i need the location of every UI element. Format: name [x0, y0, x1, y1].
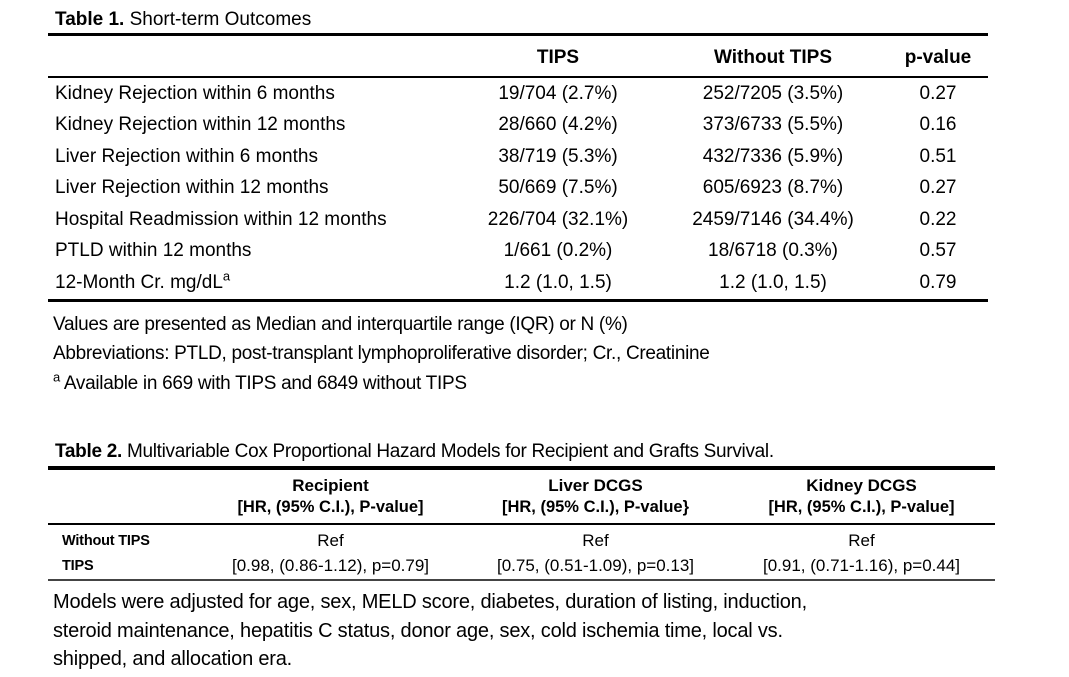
footnote-availability-text: Available in 669 with TIPS and 6849 with… — [63, 372, 467, 394]
table-row: TIPS [0.98, (0.86-1.12), p=0.79] [0.75, … — [48, 554, 995, 581]
footnote-availability: a Available in 669 with TIPS and 6849 wi… — [48, 369, 1069, 399]
row-label-text: 12-Month Cr. mg/dL — [55, 271, 223, 293]
row-label: Liver Rejection within 6 months — [55, 145, 318, 167]
note-line: steroid maintenance, hepatitis C status,… — [53, 619, 783, 642]
table2-header-row: Recipient [HR, (95% C.I.), P-value] Live… — [48, 468, 995, 525]
table-row: Liver Rejection within 12 months 50/669 … — [48, 173, 988, 205]
table1-header-tips: TIPS — [458, 34, 658, 78]
table-row: PTLD within 12 months 1/661 (0.2%) 18/67… — [48, 236, 988, 268]
row-label: Hospital Readmission within 12 months — [55, 208, 387, 230]
tips-value: 1.2 (1.0, 1.5) — [504, 271, 612, 293]
footnote-abbreviations: Abbreviations: PTLD, post-transplant lym… — [53, 343, 710, 364]
column-title: Recipient — [292, 476, 369, 495]
without-tips-value: 605/6923 (8.7%) — [702, 177, 844, 199]
tips-value: 19/704 (2.7%) — [498, 82, 618, 104]
without-tips-value: 373/6733 (5.5%) — [702, 114, 844, 136]
table-row: Liver Rejection within 6 months 38/719 (… — [48, 141, 988, 173]
kidney-dcgs-value: Ref — [848, 530, 875, 550]
p-value: 0.51 — [919, 145, 957, 167]
row-label: Liver Rejection within 12 months — [55, 177, 329, 199]
liver-dcgs-value: [0.75, (0.51-1.09), p=0.13] — [496, 556, 695, 576]
table-row: Without TIPS Ref Ref Ref — [48, 524, 995, 554]
row-label: Without TIPS — [62, 532, 150, 549]
without-tips-value: 432/7336 (5.9%) — [702, 145, 844, 167]
table-row: 12-Month Cr. mg/dLa 1.2 (1.0, 1.5) 1.2 (… — [48, 267, 988, 300]
row-label: Kidney Rejection within 12 months — [55, 114, 346, 136]
tips-value: 226/704 (32.1%) — [487, 208, 629, 230]
table2-header-liver-dcgs: Liver DCGS [HR, (95% C.I.), P-value} — [463, 468, 728, 525]
tips-value: 50/669 (7.5%) — [498, 177, 618, 199]
table1-short-term-outcomes: TIPS Without TIPS p-value Kidney Rejecti… — [48, 33, 988, 302]
column-subtitle: [HR, (95% C.I.), P-value] — [768, 498, 955, 516]
row-label: PTLD within 12 months — [55, 240, 252, 262]
note-line: shipped, and allocation era. — [53, 648, 293, 671]
footnote-marker: a — [53, 369, 60, 385]
table2-header-recipient: Recipient [HR, (95% C.I.), P-value] — [198, 468, 463, 525]
tips-value: 38/719 (5.3%) — [498, 145, 618, 167]
table1-header-row: TIPS Without TIPS p-value — [48, 34, 988, 78]
table2-header-kidney-dcgs: Kidney DCGS [HR, (95% C.I.), P-value] — [728, 468, 995, 525]
table-row: Kidney Rejection within 6 months 19/704 … — [48, 77, 988, 110]
footnote-values: Values are presented as Median and inter… — [53, 313, 628, 335]
p-value: 0.22 — [919, 208, 957, 230]
table-row: Hospital Readmission within 12 months 22… — [48, 204, 988, 236]
table2-caption: Table 2. Multivariable Cox Proportional … — [48, 440, 1069, 464]
row-label: TIPS — [62, 558, 94, 575]
without-tips-value: 252/7205 (3.5%) — [702, 82, 844, 104]
without-tips-value: 1.2 (1.0, 1.5) — [719, 271, 827, 293]
liver-dcgs-value: Ref — [582, 530, 609, 550]
tips-value: 1/661 (0.2%) — [503, 240, 613, 262]
table1-caption: Table 1. Short-term Outcomes — [48, 8, 1069, 32]
table1-header-empty — [48, 34, 458, 78]
table2-note: Models were adjusted for age, sex, MELD … — [48, 588, 1069, 674]
table2-caption-title: Multivariable Cox Proportional Hazard Mo… — [126, 441, 774, 462]
p-value: 0.16 — [919, 114, 957, 136]
table1-caption-number: Table 1. — [55, 9, 125, 30]
table2-cox-models: Recipient [HR, (95% C.I.), P-value] Live… — [48, 466, 995, 581]
table1-footnotes: Values are presented as Median and inter… — [48, 310, 1069, 399]
table2-caption-number: Table 2. — [55, 441, 122, 462]
p-value: 0.57 — [919, 240, 957, 262]
p-value: 0.79 — [919, 271, 957, 293]
without-tips-value: 18/6718 (0.3%) — [708, 240, 838, 262]
recipient-value: Ref — [317, 530, 344, 550]
column-subtitle: [HR, (95% C.I.), P-value] — [237, 498, 424, 516]
table1-header-without-tips: Without TIPS — [658, 34, 888, 78]
table1-caption-title: Short-term Outcomes — [129, 9, 312, 30]
table-row: Kidney Rejection within 12 months 28/660… — [48, 110, 988, 142]
kidney-dcgs-value: [0.91, (0.71-1.16), p=0.44] — [762, 556, 961, 576]
table2-header-empty — [48, 468, 198, 525]
footnote-marker: a — [222, 268, 231, 284]
tips-value: 28/660 (4.2%) — [498, 114, 618, 136]
column-title: Liver DCGS — [548, 476, 643, 495]
p-value: 0.27 — [919, 82, 957, 104]
without-tips-value: 2459/7146 (34.4%) — [692, 208, 854, 230]
recipient-value: [0.98, (0.86-1.12), p=0.79] — [231, 556, 430, 576]
column-subtitle: [HR, (95% C.I.), P-value} — [501, 498, 690, 516]
row-label: Kidney Rejection within 6 months — [55, 82, 335, 104]
row-label: 12-Month Cr. mg/dLa — [48, 267, 458, 300]
column-title: Kidney DCGS — [806, 476, 917, 495]
table1-header-p-value: p-value — [888, 34, 988, 78]
p-value: 0.27 — [919, 177, 957, 199]
note-line: Models were adjusted for age, sex, MELD … — [53, 591, 807, 613]
